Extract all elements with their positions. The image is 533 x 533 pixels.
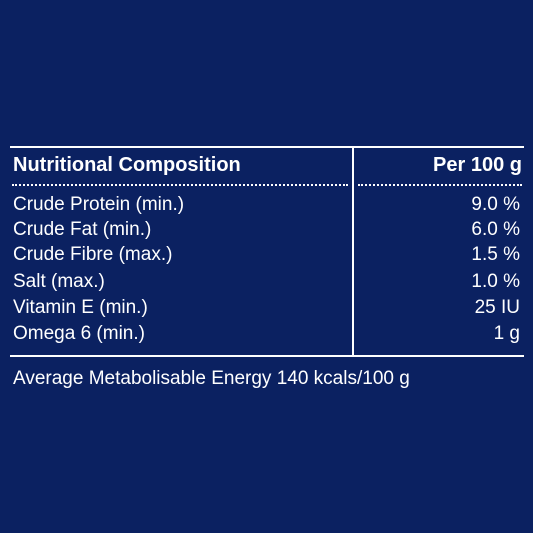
row-label-crude-fibre: Crude Fibre (max.) (13, 244, 173, 265)
header-separator-left (12, 184, 348, 186)
row-label-vitamin-e: Vitamin E (min.) (13, 297, 148, 318)
row-value-vitamin-e: 25 IU (474, 297, 520, 318)
row-value-salt: 1.0 % (471, 271, 520, 292)
table-top-border (10, 146, 524, 148)
header-separator-right (358, 184, 522, 186)
row-value-crude-fibre: 1.5 % (471, 244, 520, 265)
table-bottom-border (10, 355, 524, 357)
row-label-crude-fat: Crude Fat (min.) (13, 219, 152, 240)
row-label-crude-protein: Crude Protein (min.) (13, 194, 185, 215)
row-value-omega-6: 1 g (493, 323, 520, 344)
row-value-crude-protein: 9.0 % (471, 194, 520, 215)
header-value: Per 100 g (433, 154, 522, 176)
row-label-salt: Salt (max.) (13, 271, 105, 292)
column-divider (352, 146, 354, 355)
energy-footer: Average Metabolisable Energy 140 kcals/1… (13, 368, 410, 389)
row-label-omega-6: Omega 6 (min.) (13, 323, 145, 344)
row-value-crude-fat: 6.0 % (471, 219, 520, 240)
header-label: Nutritional Composition (13, 154, 241, 176)
